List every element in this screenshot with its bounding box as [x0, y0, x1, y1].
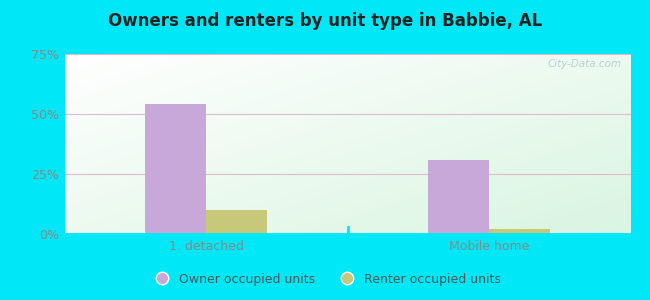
Bar — [207, 210, 267, 234]
Text: City-Data.com: City-Data.com — [548, 59, 622, 69]
Text: Owners and renters by unit type in Babbie, AL: Owners and renters by unit type in Babbi… — [108, 12, 542, 30]
Legend: Owner occupied units, Renter occupied units: Owner occupied units, Renter occupied un… — [144, 268, 506, 291]
Bar — [489, 229, 550, 234]
Bar — [428, 160, 489, 234]
Bar — [146, 104, 207, 234]
